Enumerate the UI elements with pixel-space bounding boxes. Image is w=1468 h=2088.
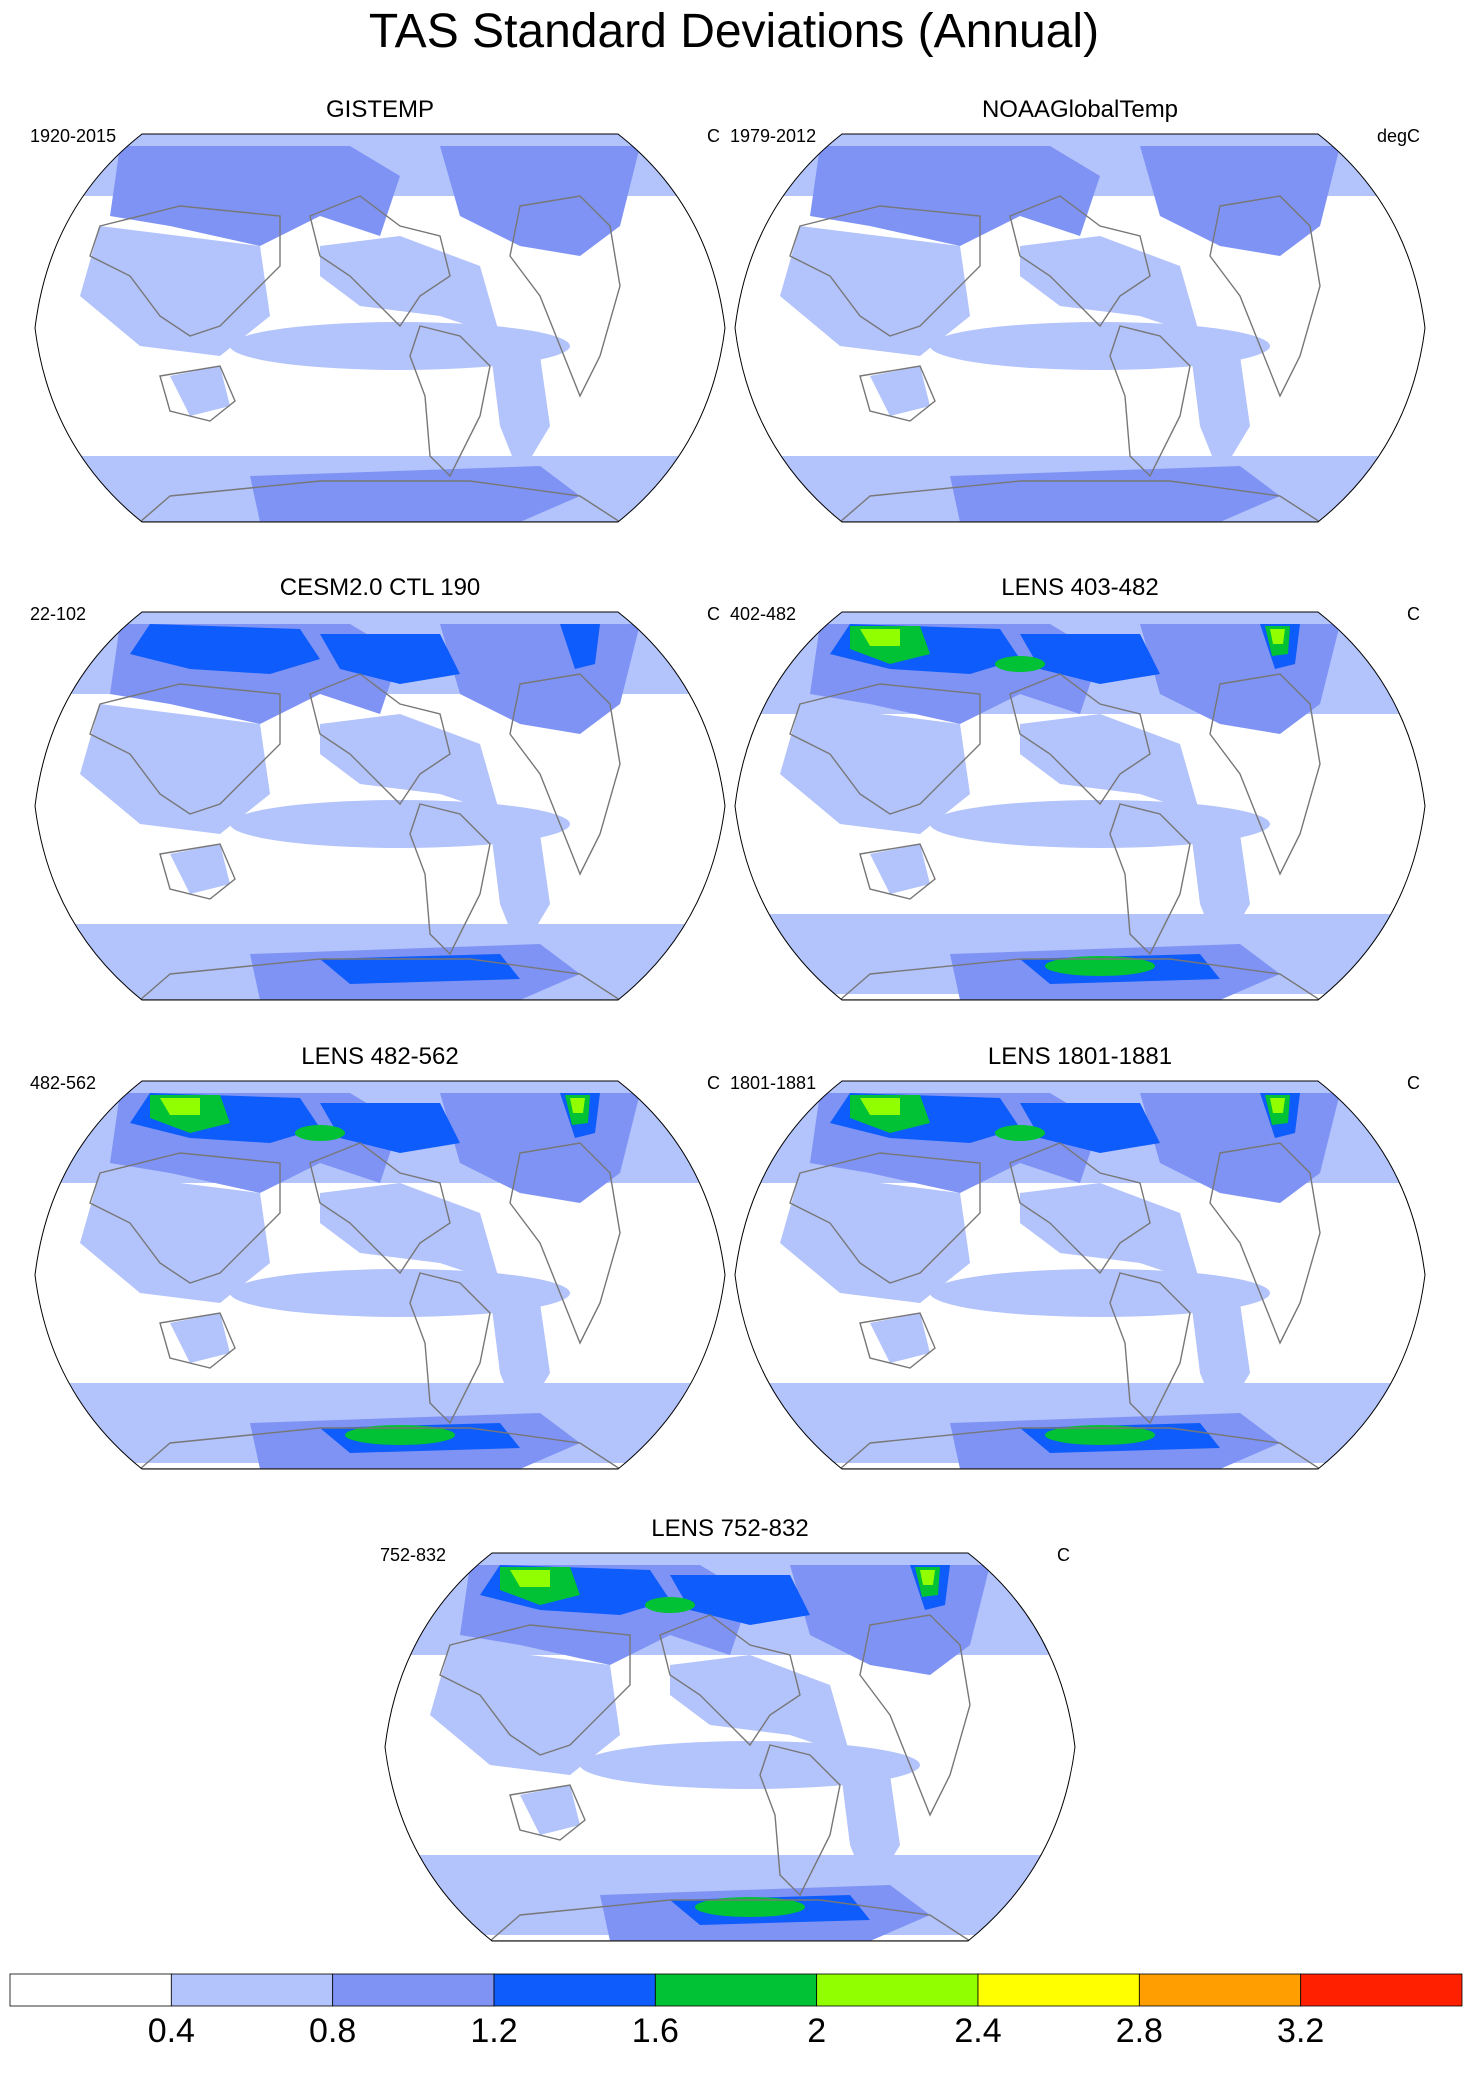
- coastline: [1209, 195, 1321, 398]
- coastline: [838, 958, 1323, 1000]
- colorbar-tick-label: 0.8: [309, 2012, 356, 2050]
- panel-units-label: C: [1407, 604, 1420, 624]
- coastline: [859, 1614, 971, 1817]
- coastline: [1109, 1272, 1191, 1425]
- coastline: [409, 1272, 491, 1425]
- colorbar-segment: [493, 1973, 656, 2007]
- map-panel: LENS 403-482 402-482 C: [720, 574, 1440, 1004]
- map-panel: LENS 1801-1881 1801-1881 C: [720, 1043, 1440, 1473]
- panel-title: LENS 752-832: [651, 1515, 809, 1542]
- world-map: [384, 1552, 1076, 1942]
- coastline: [1209, 1142, 1321, 1345]
- panel-title: LENS 482-562: [301, 1043, 459, 1070]
- coastline: [488, 1899, 973, 1941]
- colorbar-tick-label: 2.4: [954, 2012, 1001, 2050]
- panel-units-label: degC: [1376, 126, 1420, 146]
- panel-period-label: 1920-2015: [30, 126, 117, 146]
- world-map: [34, 1080, 726, 1470]
- map-panel: GISTEMP 1920-2015 C: [20, 96, 740, 526]
- coastline: [509, 195, 621, 398]
- panel-period-label: 752-832: [380, 1545, 447, 1565]
- coastline: [138, 1427, 623, 1469]
- panel-units-label: C: [707, 604, 720, 624]
- coastline: [859, 1312, 936, 1369]
- colorbar-tick-label: 1.6: [632, 2012, 679, 2050]
- coastline: [838, 480, 1323, 522]
- coastline: [89, 205, 281, 337]
- coastline: [1109, 803, 1191, 956]
- colorbar-tick-label: 2: [807, 2012, 826, 2050]
- figure-title: TAS Standard Deviations (Annual): [368, 5, 1100, 58]
- panel-title: LENS 403-482: [1001, 574, 1159, 601]
- colorbar-segment: [332, 1973, 495, 2007]
- coastline: [1109, 325, 1191, 478]
- colorbar-segment: [170, 1973, 334, 2007]
- coastline: [789, 1152, 981, 1284]
- coastline: [509, 673, 621, 876]
- coastline: [759, 1744, 841, 1897]
- world-map: [734, 611, 1426, 1001]
- world-map: [34, 611, 726, 1001]
- map-panel: LENS 752-832 752-832 C: [370, 1515, 1090, 1945]
- map-panel: NOAAGlobalTemp 1979-2012 degC: [720, 96, 1440, 526]
- panel-title: CESM2.0 CTL 190: [279, 574, 481, 601]
- panel-period-label: 402-482: [730, 604, 797, 624]
- coastline: [409, 803, 491, 956]
- coastline: [1009, 673, 1151, 806]
- coastline: [159, 365, 236, 422]
- map-panel: LENS 482-562 482-562 C: [20, 1043, 740, 1473]
- map-panel: CESM2.0 CTL 190 22-102 C: [20, 574, 740, 1004]
- panel-title: NOAAGlobalTemp: [981, 96, 1179, 123]
- world-map: [34, 133, 726, 523]
- coastline: [859, 843, 936, 900]
- panel-units-label: C: [1057, 1545, 1070, 1565]
- coastline: [838, 1427, 1323, 1469]
- colorbar-tick-label: 3.2: [1277, 2012, 1324, 2050]
- panel-title: LENS 1801-1881: [987, 1043, 1173, 1070]
- coastline: [859, 365, 936, 422]
- colorbar-tick-label: 0.4: [148, 2012, 195, 2050]
- coastline: [509, 1784, 586, 1841]
- panel-period-label: 1801-1881: [730, 1073, 817, 1093]
- panel-period-label: 1979-2012: [730, 126, 817, 146]
- coastline: [659, 1614, 801, 1747]
- panel-title: GISTEMP: [325, 96, 434, 123]
- panel-period-label: 22-102: [30, 604, 87, 624]
- coastline: [439, 1624, 631, 1756]
- coastline: [409, 325, 491, 478]
- coastline: [309, 195, 451, 328]
- panel-units-label: C: [1407, 1073, 1420, 1093]
- coastline: [159, 1312, 236, 1369]
- coastline: [309, 1142, 451, 1275]
- colorbar-segment: [816, 1973, 979, 2007]
- coastline: [1009, 195, 1151, 328]
- panel-units-label: C: [707, 1073, 720, 1093]
- coastline: [89, 683, 281, 815]
- colorbar-segment: [654, 1973, 818, 2007]
- coastline: [138, 480, 623, 522]
- coastline: [1209, 673, 1321, 876]
- coastline: [138, 958, 623, 1000]
- coastline: [159, 843, 236, 900]
- coastline: [789, 683, 981, 815]
- coastline: [509, 1142, 621, 1345]
- colorbar-segment: [1300, 1973, 1463, 2007]
- coastline: [89, 1152, 281, 1284]
- panel-units-label: C: [707, 126, 720, 146]
- colorbar-segment: [1138, 1973, 1302, 2007]
- coastline: [309, 673, 451, 806]
- coastline: [1009, 1142, 1151, 1275]
- coastline: [789, 205, 981, 337]
- colorbar-tick-label: 2.8: [1116, 2012, 1163, 2050]
- colorbar-segment: [977, 1973, 1140, 2007]
- world-map: [734, 1080, 1426, 1470]
- colorbar-segment: [9, 1973, 172, 2007]
- colorbar-tick-label: 1.2: [470, 2012, 517, 2050]
- world-map: [734, 133, 1426, 523]
- panel-period-label: 482-562: [30, 1073, 97, 1093]
